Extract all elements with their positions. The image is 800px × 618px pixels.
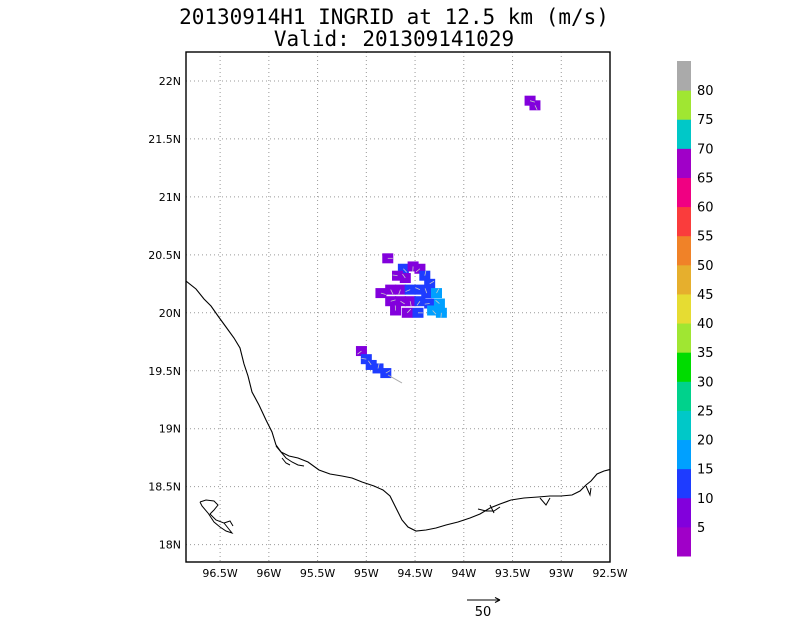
wind-arrow — [398, 289, 401, 295]
wind-arrow — [400, 300, 405, 305]
wind-arrow — [415, 287, 421, 290]
wind-data-layer — [355, 95, 541, 384]
colorbar-label: 25 — [697, 404, 714, 419]
colorbar-label: 75 — [697, 113, 714, 128]
reference-vector: 50 — [467, 597, 501, 618]
lon-tick-label: 93.5W — [495, 567, 530, 580]
wind-arrow — [435, 300, 440, 304]
lat-tick-label: 19N — [159, 423, 181, 436]
lon-tick-label: 92.5W — [592, 567, 627, 580]
colorbar-swatch — [677, 526, 691, 557]
wind-arrow — [392, 274, 398, 277]
colorbar-swatch — [677, 410, 691, 441]
wind-arrow — [429, 280, 435, 285]
colorbar-label: 5 — [697, 521, 705, 536]
colorbar-label: 70 — [697, 142, 714, 157]
wind-arrow — [380, 292, 386, 295]
wind-arrow — [432, 310, 437, 315]
colorbar-label: 10 — [697, 492, 714, 507]
colorbar-swatch — [677, 352, 691, 382]
colorbar-swatch — [677, 235, 691, 266]
wind-arrow — [534, 105, 538, 110]
map-frame — [185, 51, 611, 563]
colorbar-swatch — [677, 293, 691, 324]
lat-tick-label: 22N — [159, 75, 181, 88]
map-title: 20130914H1 INGRID at 12.5 km (m/s) — [179, 5, 609, 29]
colorbar-label: 15 — [697, 463, 714, 478]
colorbar-label: 55 — [697, 230, 714, 245]
wind-arrow — [406, 308, 412, 314]
wind-arrow — [387, 374, 403, 384]
wind-arrow — [416, 300, 421, 306]
colorbar-label: 50 — [697, 259, 714, 274]
coastline — [186, 280, 610, 535]
wind-arrow — [424, 270, 427, 276]
wind-arrow — [403, 268, 408, 273]
mexico-coastline — [186, 280, 610, 532]
colorbar-swatch — [677, 497, 691, 528]
colorbar-label: 20 — [697, 434, 714, 449]
lat-tick-label: 21.5N — [148, 133, 181, 146]
colorbar-swatch — [677, 148, 691, 178]
colorbar-label: 30 — [697, 375, 714, 390]
lat-tick-label: 20N — [159, 307, 181, 320]
colorbar-label: 35 — [697, 346, 714, 361]
lon-tick-label: 94.5W — [397, 567, 432, 580]
lon-tick-label: 93W — [549, 567, 574, 580]
colorbar: 5 10 15 20 25 30 35 40 45 50 55 60 65 70 75 80 — [677, 61, 714, 557]
lat-tick-label: 18N — [159, 539, 181, 552]
lat-tick-label: 19.5N — [148, 365, 181, 378]
lon-tick-label: 96.5W — [202, 567, 237, 580]
colorbar-swatch — [677, 206, 691, 237]
colorbar-label: 80 — [697, 84, 714, 99]
colorbar-swatch — [677, 61, 691, 91]
wind-arrow — [390, 299, 396, 302]
lagoon-coastline — [275, 445, 305, 467]
colorbar-swatch — [677, 468, 691, 499]
wind-arrow — [409, 301, 412, 307]
wind-arrow — [390, 289, 394, 295]
wind-arrow — [385, 370, 391, 374]
colorbar-swatch — [677, 439, 691, 470]
wind-arrow — [402, 273, 406, 279]
wind-arrow — [377, 363, 380, 369]
colorbar-label: 40 — [697, 317, 714, 332]
colorbar-label: 45 — [697, 288, 714, 303]
colorbar-swatch — [677, 323, 691, 353]
colorbar-swatch — [677, 90, 691, 120]
lat-tick-label: 20.5N — [148, 249, 181, 262]
lat-tick-label: 21N — [159, 191, 181, 204]
wind-arrow — [529, 100, 535, 103]
wind-arrow — [361, 357, 367, 360]
wind-arrow — [424, 288, 428, 294]
lagoon-coastline-east — [477, 485, 592, 514]
lon-tick-label: 95W — [354, 567, 379, 580]
colorbar-label: 65 — [697, 171, 714, 186]
axis-tick-labels: 96.5W 96W 95.5W 95W 94.5W 94W 93.5W 93W 92.5W 18N… — [148, 75, 628, 580]
colorbar-swatch — [677, 264, 691, 295]
bay-outline — [199, 499, 234, 535]
lon-tick-label: 94W — [451, 567, 476, 580]
colorbar-swatch — [677, 381, 691, 411]
reference-vector-label: 50 — [475, 605, 492, 618]
map-valid-time: Valid: 201309141029 — [273, 27, 515, 51]
wind-arrow — [357, 350, 362, 355]
lon-tick-label: 96W — [256, 567, 281, 580]
wind-arrow — [424, 303, 430, 305]
colorbar-swatch — [677, 119, 691, 149]
reference-arrow-head — [494, 597, 501, 603]
colorbar-label: 60 — [697, 201, 714, 216]
wind-arrow — [415, 268, 421, 273]
wind-arrow — [405, 289, 411, 292]
wind-arrow — [436, 288, 440, 294]
wind-arrow — [368, 360, 372, 366]
lon-tick-label: 95.5W — [300, 567, 335, 580]
colorbar-swatch — [677, 177, 691, 208]
lat-tick-label: 18.5N — [148, 481, 181, 494]
